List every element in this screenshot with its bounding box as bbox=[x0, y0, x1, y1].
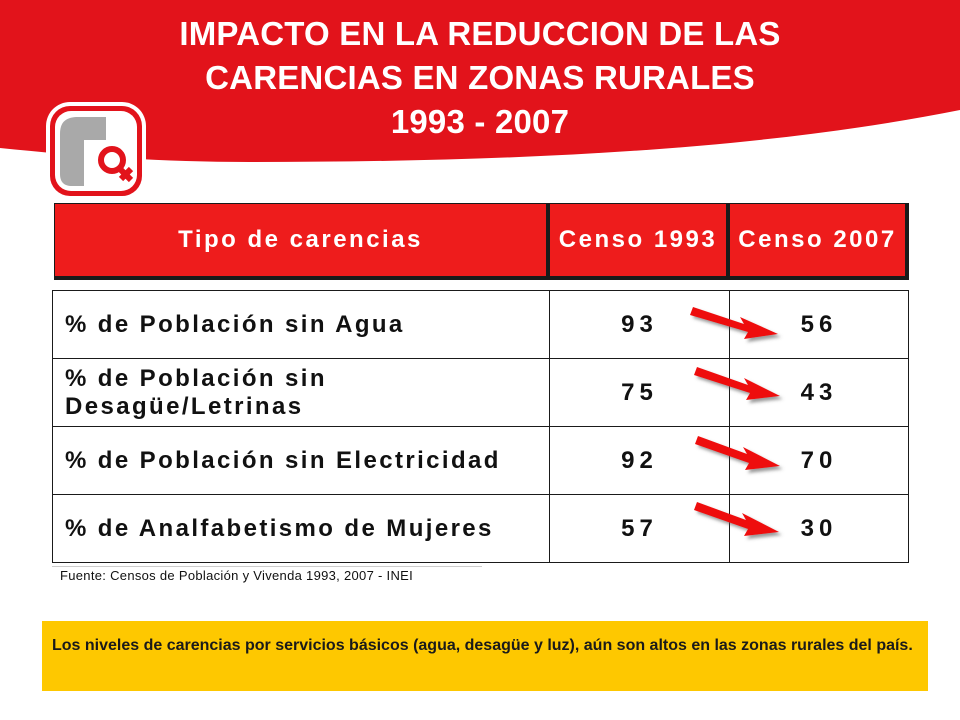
value-analfabetismo-1993: 57 bbox=[621, 514, 658, 542]
table-cell-1993: 92 bbox=[549, 426, 730, 495]
row-label-electricidad: % de Población sin Electricidad bbox=[65, 446, 501, 474]
value-agua-1993: 93 bbox=[621, 310, 658, 338]
value-desague-2007: 43 bbox=[800, 378, 838, 406]
value-electricidad-1993: 92 bbox=[621, 446, 658, 474]
row-label-analfabetismo: % de Analfabetismo de Mujeres bbox=[65, 514, 494, 542]
header-banner bbox=[0, 0, 960, 162]
page-title-years: 1993 - 2007 bbox=[390, 103, 570, 140]
table-cell-2007: 43 bbox=[729, 358, 909, 427]
table-row-label: % de Población sin Agua bbox=[52, 290, 550, 359]
row-label-agua: % de Población sin Agua bbox=[65, 310, 405, 338]
source-note: Fuente: Censos de Población y Vivenda 19… bbox=[60, 568, 414, 583]
table-cell-1993: 57 bbox=[549, 494, 730, 563]
table-row-label: % de Población sin Electricidad bbox=[52, 426, 550, 495]
value-analfabetismo-2007: 30 bbox=[800, 514, 838, 542]
table-cell-2007: 56 bbox=[729, 290, 909, 359]
column-header-tipo: Tipo de carencias bbox=[54, 203, 550, 280]
source-divider bbox=[52, 566, 482, 567]
table-cell-1993: 75 bbox=[549, 358, 730, 427]
value-desague-1993: 75 bbox=[621, 378, 658, 406]
column-header-censo-2007: Censo 2007 bbox=[729, 203, 909, 280]
gender-symbol-logo-icon bbox=[46, 102, 146, 200]
row-label-desague: % de Población sin Desagüe/Letrinas bbox=[65, 364, 327, 420]
page-title-line-2: CARENCIAS EN ZONAS RURALES bbox=[205, 59, 755, 96]
value-electricidad-2007: 70 bbox=[800, 446, 838, 474]
table-cell-2007: 70 bbox=[729, 426, 909, 495]
value-agua-2007: 56 bbox=[800, 310, 838, 338]
table-cell-1993: 93 bbox=[549, 290, 730, 359]
table-cell-2007: 30 bbox=[729, 494, 909, 563]
table-row-label: % de Población sin Desagüe/Letrinas bbox=[52, 358, 550, 427]
column-header-1993-label: Censo 1993 bbox=[558, 226, 718, 253]
table-row-label: % de Analfabetismo de Mujeres bbox=[52, 494, 550, 563]
column-header-censo-1993: Censo 1993 bbox=[549, 203, 730, 280]
column-header-2007-label: Censo 2007 bbox=[738, 226, 897, 253]
page-title-line-1: IMPACTO EN LA REDUCCION DE LAS bbox=[179, 15, 781, 52]
conclusion-note: Los niveles de carencias por servicios b… bbox=[42, 621, 928, 691]
column-header-tipo-label: Tipo de carencias bbox=[178, 226, 423, 253]
conclusion-note-text: Los niveles de carencias por servicios b… bbox=[52, 637, 913, 654]
